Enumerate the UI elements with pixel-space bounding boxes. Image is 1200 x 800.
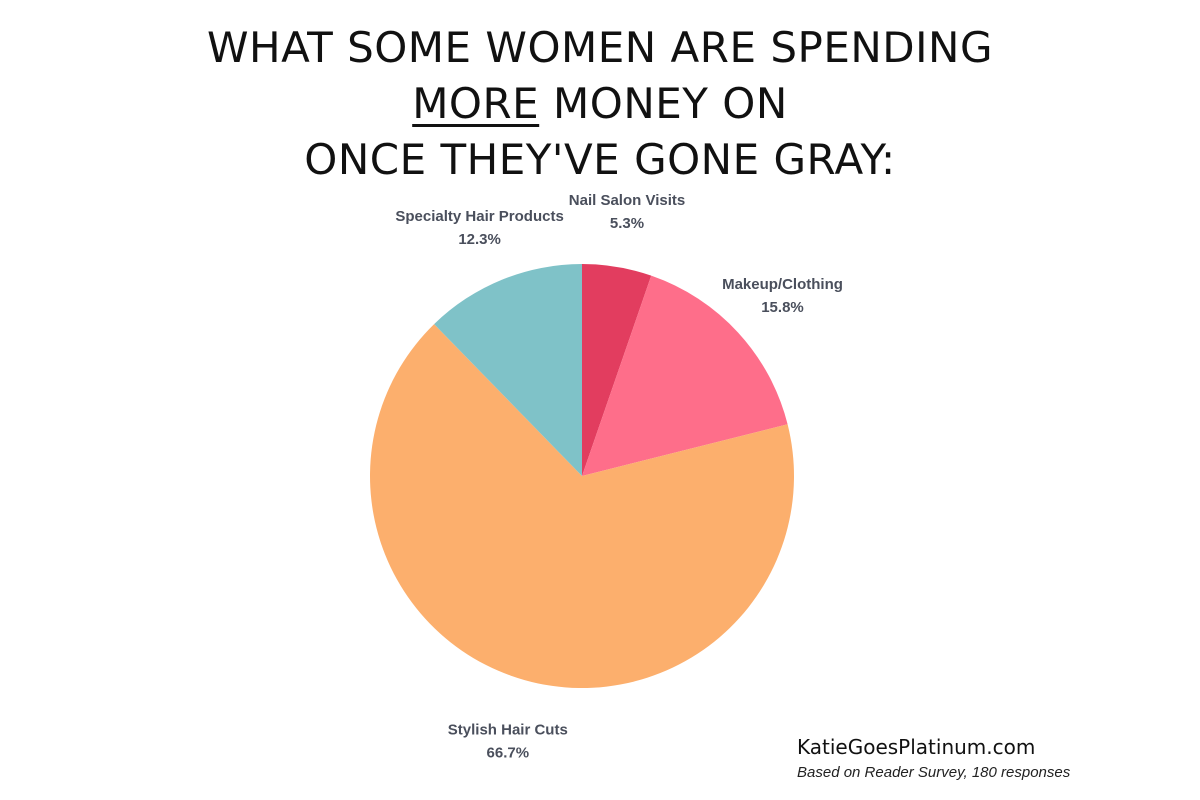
- title-line-3: ONCE THEY'VE GONE GRAY:: [304, 135, 896, 184]
- pie-slice-specialty-hair-products: [434, 264, 582, 476]
- slice-label-group: Stylish Hair Cuts 66.7%: [448, 722, 568, 762]
- title-emphasis: MORE: [412, 79, 540, 128]
- brand-label: KatieGoesPlatinum.com: [797, 735, 1036, 759]
- slice-category-label: Specialty Hair Products: [395, 208, 563, 225]
- title-line-2-rest: MONEY ON: [539, 79, 788, 128]
- title-line-2: MORE MONEY ON: [0, 76, 1200, 132]
- slice-value-label: 5.3%: [610, 215, 644, 232]
- pie-slice-nail-salon-visits: [582, 264, 652, 476]
- slice-category-label: Makeup/Clothing: [722, 276, 843, 293]
- slice-value-label: 12.3%: [458, 231, 501, 248]
- slice-label-group: Makeup/Clothing 15.8%: [722, 276, 843, 316]
- slice-value-label: 66.7%: [487, 745, 530, 762]
- source-note: Based on Reader Survey, 180 responses: [797, 764, 1071, 781]
- pie-slice-stylish-hair-cuts: [370, 324, 795, 689]
- slice-category-label: Nail Salon Visits: [569, 192, 685, 209]
- slice-label-group: Nail Salon Visits 5.3%: [569, 192, 685, 232]
- slice-category-label: Stylish Hair Cuts: [448, 722, 568, 739]
- title-line-1: WHAT SOME WOMEN ARE SPENDING: [207, 23, 993, 72]
- pie-slice-makeup-clothing: [582, 275, 788, 476]
- slice-label-group: Specialty Hair Products 12.3%: [395, 208, 563, 248]
- slice-value-label: 15.8%: [761, 299, 804, 316]
- chart-title: WHAT SOME WOMEN ARE SPENDING MORE MONEY …: [0, 20, 1200, 188]
